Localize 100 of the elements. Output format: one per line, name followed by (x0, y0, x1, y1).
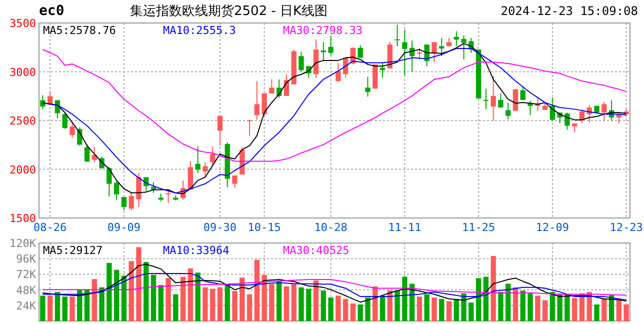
bar (217, 287, 223, 321)
bar (350, 303, 356, 321)
bar (224, 284, 230, 321)
x-tick-label: 10-28 (314, 221, 348, 234)
bar (446, 301, 452, 321)
bar (535, 296, 540, 321)
candlestick (254, 80, 260, 120)
y-tick-label: 3000 (10, 66, 36, 79)
bar (306, 288, 312, 321)
candlestick (232, 174, 238, 188)
bar (557, 294, 562, 321)
bar (232, 291, 238, 321)
candlestick (195, 146, 200, 174)
candlestick (166, 189, 171, 204)
bar (506, 284, 511, 321)
chart-title: 集运指数欧线期货2502 - 日K线图 (130, 4, 328, 19)
bar (616, 300, 622, 321)
bar (336, 296, 341, 321)
x-tick-label: 12-23 (610, 221, 643, 234)
bar (387, 290, 392, 321)
y-tick-label: 1500 (10, 212, 36, 225)
candlestick (62, 112, 68, 130)
candlestick (602, 101, 607, 122)
bar (188, 268, 194, 321)
candlestick (114, 180, 120, 201)
candlestick (416, 47, 422, 60)
bar (276, 281, 282, 321)
bar (394, 290, 400, 321)
x-tick-label: 09-09 (107, 221, 141, 234)
text: MA5:2578.76 (43, 24, 116, 37)
candlestick (394, 24, 400, 47)
candlestick (202, 162, 208, 177)
bar (520, 290, 526, 321)
bar (564, 294, 570, 321)
candlestick (461, 34, 466, 60)
candlestick (432, 42, 437, 63)
bar (498, 292, 504, 321)
bar (166, 278, 171, 321)
candlestick (439, 37, 444, 57)
bar (468, 302, 474, 321)
bar (476, 278, 482, 321)
line-series (42, 279, 627, 296)
candlestick (498, 92, 504, 108)
bar (542, 300, 548, 321)
candlestick (128, 192, 134, 211)
bar (150, 274, 156, 321)
candlestick (269, 78, 274, 94)
bar (313, 280, 319, 321)
candlestick (506, 102, 511, 120)
bar (70, 296, 75, 321)
bar (365, 297, 370, 321)
bar (144, 262, 149, 321)
line-series (42, 49, 627, 162)
bar (298, 287, 304, 321)
bar (240, 278, 245, 321)
bar (483, 276, 489, 321)
y-tick-label: 2500 (10, 114, 36, 128)
bar (550, 292, 556, 321)
bar (158, 285, 164, 321)
candlestick (579, 108, 585, 124)
candlestick (336, 62, 341, 82)
bar (402, 276, 408, 321)
x-tick-label: 10-15 (248, 221, 281, 234)
bar (47, 296, 53, 321)
y-tick-label: 120K (10, 237, 36, 250)
x-tick-label: 08-26 (34, 221, 67, 234)
bar (202, 287, 208, 321)
bar (439, 298, 444, 321)
bar (358, 304, 363, 321)
bar (284, 286, 290, 321)
bar (461, 293, 466, 321)
candlestick (328, 36, 334, 56)
candlestick (490, 76, 496, 122)
bar (195, 272, 200, 321)
candlestick (70, 122, 75, 138)
x-tick-label: 09-30 (203, 221, 237, 234)
bar (424, 294, 430, 321)
bar (512, 287, 518, 321)
bar (432, 297, 437, 321)
bar (210, 288, 216, 321)
y-tick-label: 48K (16, 284, 36, 297)
y-tick-label: 96K (16, 252, 36, 266)
bar (320, 290, 326, 321)
bar (624, 304, 629, 321)
bar (136, 247, 142, 321)
bar (269, 284, 274, 321)
bar (262, 274, 267, 321)
candlestick (246, 120, 252, 136)
text: MA10:2555.3 (163, 24, 236, 37)
candlestick (106, 166, 112, 197)
candlestick (84, 143, 90, 162)
bar (77, 290, 82, 321)
candlestick (358, 44, 363, 58)
bar (380, 296, 386, 321)
text: ec0 (39, 3, 64, 19)
bar (106, 262, 112, 321)
candlestick (402, 29, 408, 76)
candlestick (217, 115, 223, 146)
bar (92, 279, 97, 321)
line-series (42, 264, 627, 303)
